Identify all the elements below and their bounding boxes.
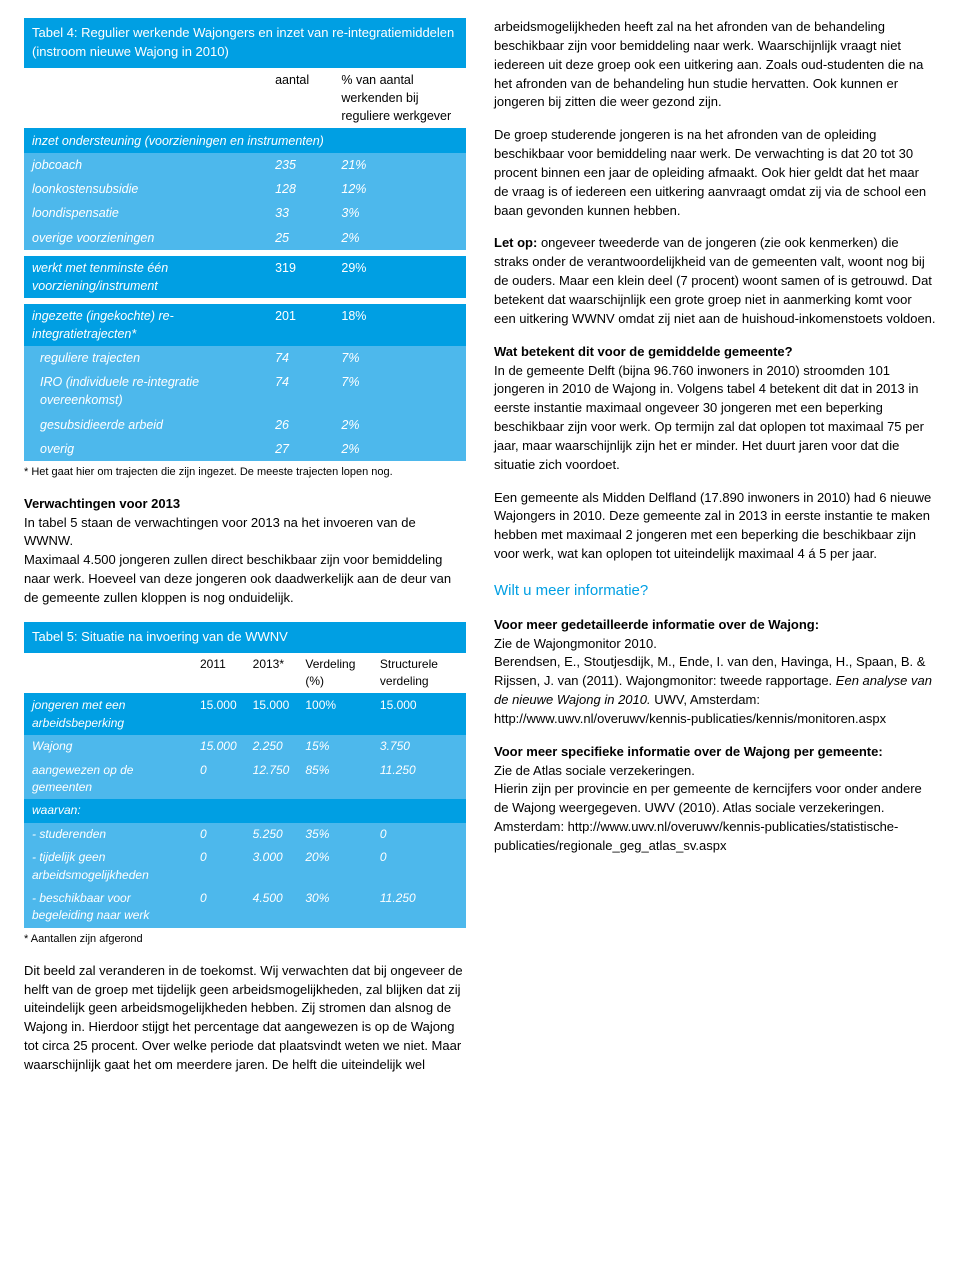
left-p1-body: In tabel 5 staan de verwachtingen voor 2… xyxy=(24,515,451,605)
table4-traject-row: ingezette (ingekochte) re-integratietraj… xyxy=(24,304,466,346)
left-column: Tabel 4: Regulier werkende Wajongers en … xyxy=(24,18,466,1075)
right-p4: Wat betekent dit voor de gemiddelde geme… xyxy=(494,343,936,475)
table-row: jobcoach23521% xyxy=(24,153,466,177)
table-row: - tijdelijk geen arbeidsmogelijkheden03.… xyxy=(24,846,466,887)
table5-header-row: 2011 2013* Verdeling (%) Structurele ver… xyxy=(24,653,466,694)
right-p3: Let op: ongeveer tweederde van de jonger… xyxy=(494,234,936,328)
page-columns: Tabel 4: Regulier werkende Wajongers en … xyxy=(24,18,936,1075)
table4-section1: inzet ondersteuning (voorzieningen en in… xyxy=(24,129,466,154)
right-column: arbeidsmogelijkheden heeft zal na het af… xyxy=(494,18,936,1075)
right-heading-info: Wilt u meer informatie? xyxy=(494,580,936,602)
table4-midrow: werkt met tenminste één voorziening/inst… xyxy=(24,256,466,298)
table-row: loonkostensubsidie12812% xyxy=(24,177,466,201)
right-p1: arbeidsmogelijkheden heeft zal na het af… xyxy=(494,18,936,112)
right-p5: Een gemeente als Midden Delfland (17.890… xyxy=(494,489,936,564)
table4-col-pct: % van aantal werkenden bij reguliere wer… xyxy=(333,68,466,129)
table-row: overig272% xyxy=(24,437,466,461)
table-row: reguliere trajecten747% xyxy=(24,346,466,370)
table4-footnote: * Het gaat hier om trajecten die zijn in… xyxy=(24,465,466,481)
table-row: gesubsidieerde arbeid262% xyxy=(24,413,466,437)
table4-col-aantal: aantal xyxy=(267,68,333,129)
left-paragraph-1: Verwachtingen voor 2013 In tabel 5 staan… xyxy=(24,495,466,608)
right-info2: Voor meer specifieke informatie over de … xyxy=(494,743,936,856)
right-p2: De groep studerende jongeren is na het a… xyxy=(494,126,936,220)
table4-title: Tabel 4: Regulier werkende Wajongers en … xyxy=(24,18,466,68)
table-row: overige voorzieningen252% xyxy=(24,226,466,250)
left-p1-title: Verwachtingen voor 2013 xyxy=(24,496,180,511)
table5: 2011 2013* Verdeling (%) Structurele ver… xyxy=(24,653,466,928)
table4: aantal % van aantal werkenden bij reguli… xyxy=(24,68,466,461)
table-row: loondispensatie333% xyxy=(24,201,466,225)
table5-footnote: * Aantallen zijn afgerond xyxy=(24,932,466,948)
right-info1: Voor meer gedetailleerde informatie over… xyxy=(494,616,936,729)
table4-header-row: aantal % van aantal werkenden bij reguli… xyxy=(24,68,466,129)
table-row: waarvan: xyxy=(24,799,466,822)
table-row: jongeren met een arbeidsbeperking15.0001… xyxy=(24,694,466,735)
table5-title: Tabel 5: Situatie na invoering van de WW… xyxy=(24,622,466,653)
table-row: IRO (individuele re-integratie overeenko… xyxy=(24,370,466,412)
table-row: - studerenden05.25035%0 xyxy=(24,823,466,846)
left-paragraph-2: Dit beeld zal veranderen in de toekomst.… xyxy=(24,962,466,1075)
table-row: - beschikbaar voor begeleiding naar werk… xyxy=(24,887,466,928)
table-row: aangewezen op de gemeenten012.75085%11.2… xyxy=(24,759,466,800)
table-row: Wajong15.0002.25015%3.750 xyxy=(24,735,466,758)
